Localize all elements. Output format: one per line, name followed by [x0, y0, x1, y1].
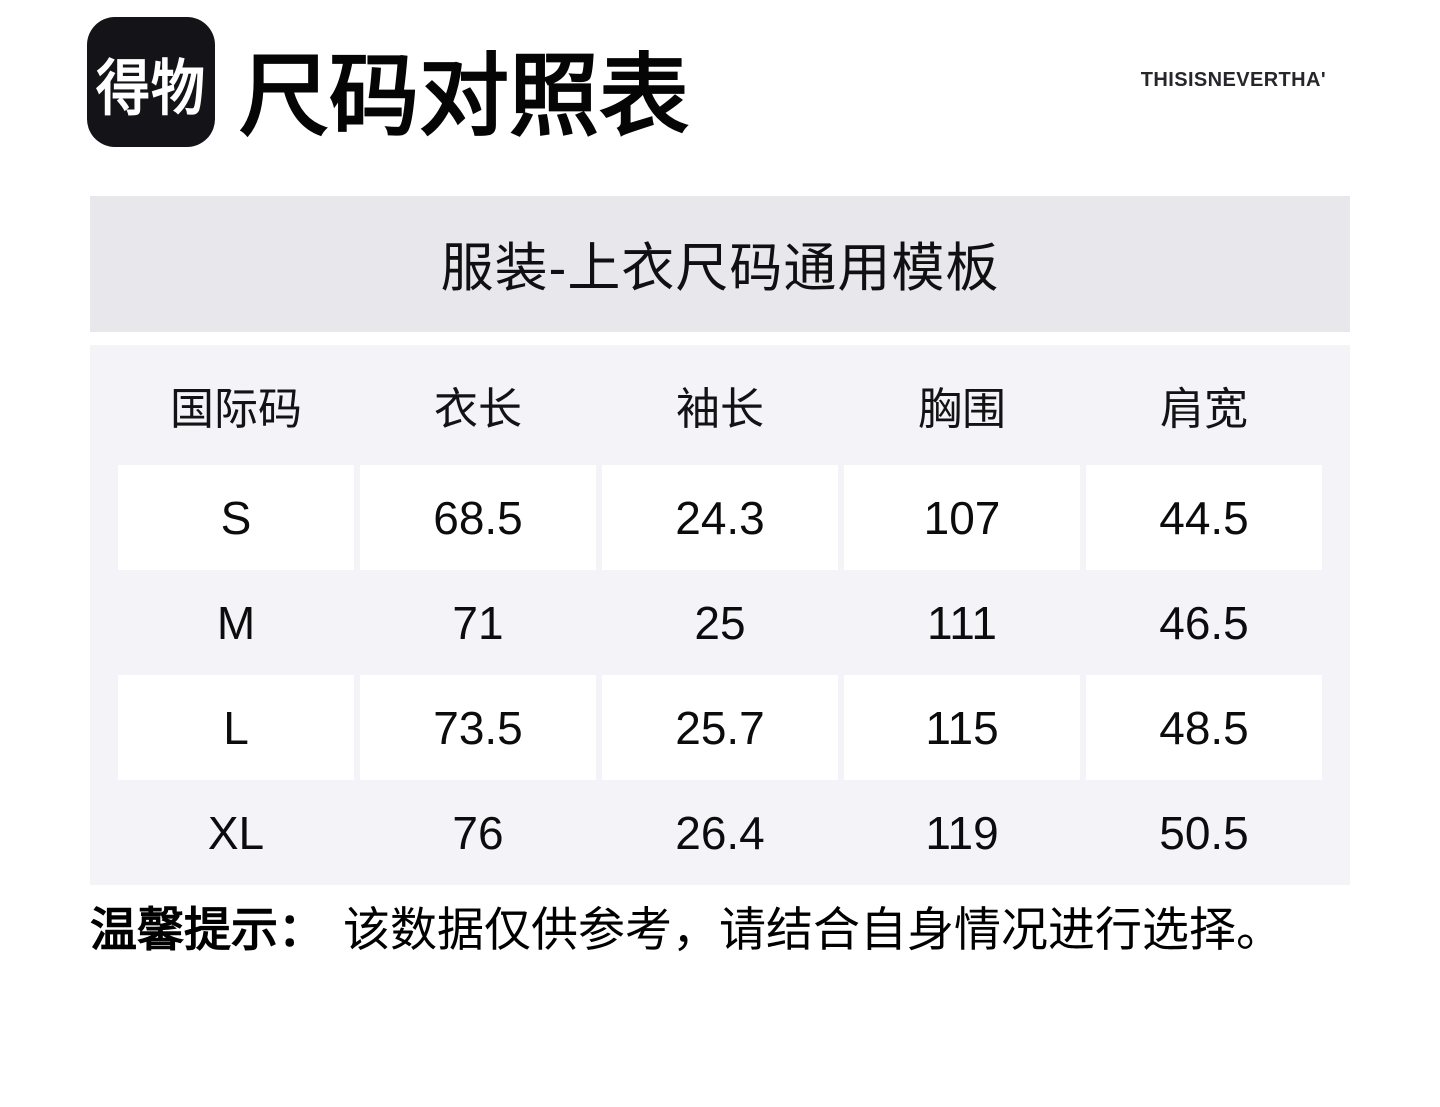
value-chest: 119 [925, 806, 999, 859]
value-sleeve-length: 24.3 [602, 465, 838, 570]
value-shoulder: 44.5 [1086, 465, 1322, 570]
value-shoulder: 48.5 [1086, 675, 1322, 780]
table-row-xl: XL 76 26.4 119 50.5 [118, 780, 1322, 885]
value-garment-length: 73.5 [360, 675, 596, 780]
page-header: 得物 尺码对照表 [87, 17, 689, 147]
table-row-l: L 73.5 25.7 115 48.5 [118, 675, 1322, 780]
value-sleeve-length: 26.4 [675, 806, 765, 859]
value-garment-length: 68.5 [360, 465, 596, 570]
size-label: XL [207, 806, 265, 859]
value-chest: 115 [844, 675, 1080, 780]
value-shoulder: 46.5 [1159, 596, 1249, 649]
size-table: 国际码 衣长 袖长 胸围 肩宽 S 68.5 24.3 107 44.5 M 7… [90, 345, 1350, 885]
dewu-logo-text: 得物 [96, 54, 206, 122]
table-row-m: M 71 25 111 46.5 [118, 570, 1322, 675]
value-shoulder: 50.5 [1159, 806, 1249, 859]
size-table-header-row: 国际码 衣长 袖长 胸围 肩宽 [118, 345, 1322, 465]
column-header-size-code: 国际码 [170, 385, 302, 434]
column-header-garment-length: 衣长 [434, 385, 522, 434]
value-garment-length: 71 [452, 596, 504, 649]
dewu-logo: 得物 [87, 17, 215, 147]
value-sleeve-length: 25 [694, 596, 746, 649]
column-header-chest: 胸围 [918, 385, 1006, 434]
value-chest: 107 [844, 465, 1080, 570]
footnote-label: 温馨提示： [90, 903, 325, 956]
value-chest: 111 [927, 596, 997, 649]
template-banner: 服装-上衣尺码通用模板 [90, 196, 1350, 332]
column-header-shoulder: 肩宽 [1160, 385, 1248, 434]
size-label: S [118, 465, 354, 570]
page-title: 尺码对照表 [239, 47, 689, 147]
value-sleeve-length: 25.7 [602, 675, 838, 780]
column-header-sleeve-length: 袖长 [676, 385, 764, 434]
value-garment-length: 76 [452, 806, 504, 859]
size-label: L [118, 675, 354, 780]
table-row-s: S 68.5 24.3 107 44.5 [118, 465, 1322, 570]
footnote-text: 该数据仅供参考，请结合自身情况进行选择。 [343, 903, 1283, 956]
size-label: M [216, 596, 256, 649]
template-banner-text: 服装-上衣尺码通用模板 [440, 239, 1000, 298]
footnote: 温馨提示： 该数据仅供参考，请结合自身情况进行选择。 [90, 903, 1283, 957]
brand-name: THISISNEVERTHA' [1140, 69, 1326, 91]
